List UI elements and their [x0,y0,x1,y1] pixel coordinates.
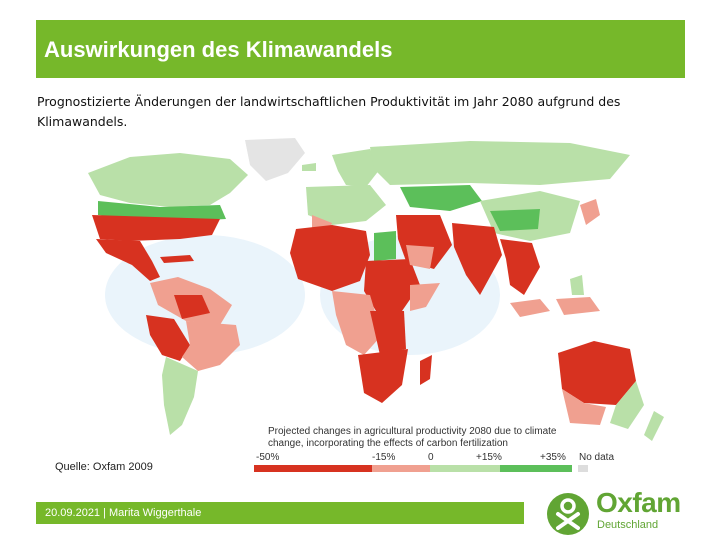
region-arabia [406,245,434,269]
footer-bar: 20.09.2021 | Marita Wiggerthale [36,502,524,524]
region-usa-north [98,201,226,221]
legend-label-minus-15: -15% [372,452,396,463]
region-southeast-asia [500,239,540,295]
region-indonesia-west [510,299,550,317]
region-japan [580,199,600,225]
legend: -50% -15% 0 +15% +35% No data [252,452,634,472]
legend-label-plus-35: +35% [540,452,566,463]
legend-swatch-strong-loss [254,465,372,472]
legend-label-zero: 0 [428,452,434,463]
legend-title: Projected changes in agricultural produc… [268,426,557,449]
region-brazil [182,321,240,371]
slide-title: Auswirkungen des Klimawandels [36,20,685,78]
world-map-svg [88,138,664,441]
region-australia-north [558,341,636,405]
region-caribbean [160,255,194,263]
legend-swatch-strong-gain [500,465,572,472]
logo-subtitle: Deutschland [597,519,659,531]
region-philippines [570,275,584,295]
world-map [70,135,670,475]
region-peru [146,315,190,361]
region-iceland [302,163,316,171]
region-egypt [374,231,396,261]
legend-label-no-data: No data [579,452,615,463]
region-argentina [162,357,198,435]
region-amazon [174,295,210,319]
slide-subtitle: Prognostizierte Änderungen der landwirts… [37,94,621,129]
region-usa-south [92,215,220,241]
region-greenland [245,138,305,181]
region-central-africa [332,291,382,355]
region-southern-africa [358,349,408,403]
region-canada [88,153,248,207]
region-europe [306,185,386,225]
region-north-africa [290,225,370,291]
oxfam-logo: Oxfam Deutschland [546,487,706,536]
region-scandinavia [332,149,380,187]
region-madagascar [420,355,432,385]
legend-swatch-slight-gain [430,465,500,472]
oxfam-figure-icon [547,493,589,535]
region-sudan [364,259,420,311]
region-new-zealand [644,411,664,441]
legend-label-plus-15: +15% [476,452,502,463]
region-mexico [96,239,160,281]
region-australia-south [562,389,606,425]
legend-swatch-no-data [578,465,588,472]
region-china-north [490,209,540,231]
legend-swatch-moderate-loss [372,465,430,472]
region-australia-east [610,381,644,429]
region-indonesia-east [556,297,600,315]
region-east-central-africa [370,311,406,355]
logo-name: Oxfam [596,487,681,518]
region-horn-africa [410,283,440,311]
region-kazakhstan [400,185,482,211]
source-note: Quelle: Oxfam 2009 [55,461,153,473]
region-india [452,223,502,295]
region-russia [370,141,630,185]
legend-label-minus-50: -50% [256,452,280,463]
